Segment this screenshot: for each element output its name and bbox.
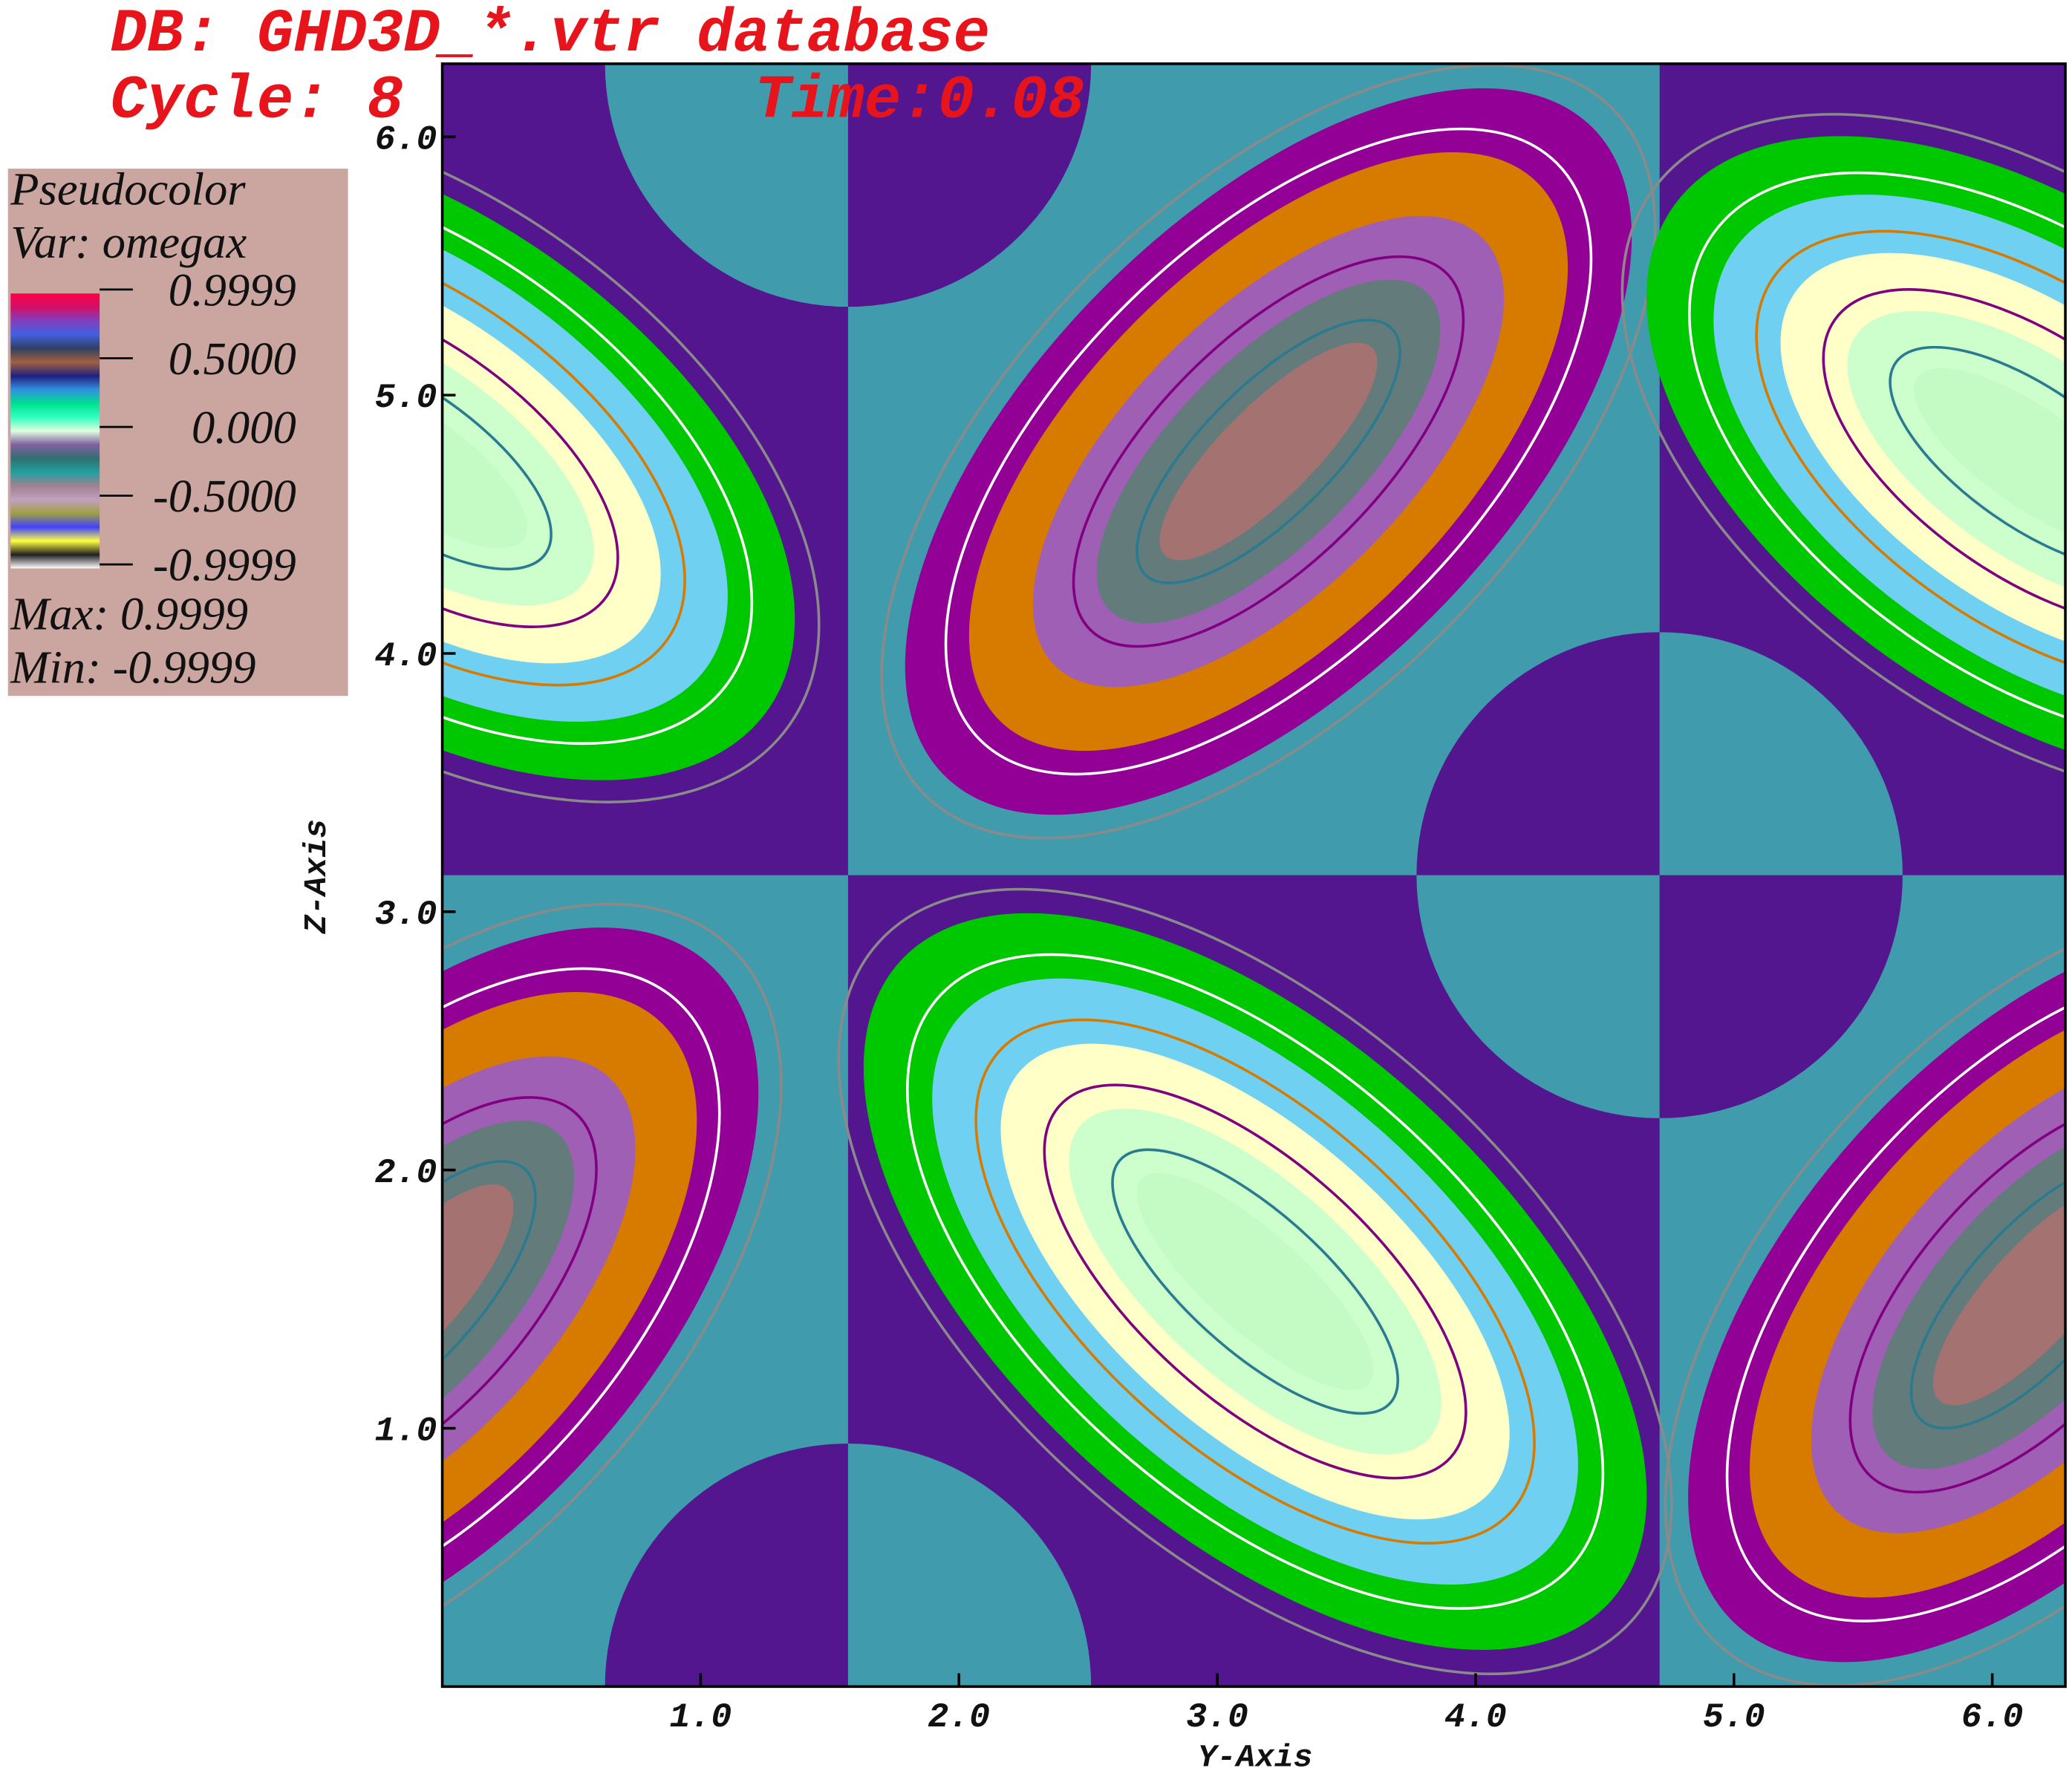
x-tick-label: 5.0 [1703,1697,1765,1737]
colorbar [10,293,100,569]
y-tick-label: 1.0 [375,1412,437,1451]
legend-variable: Var: omegax [10,216,247,268]
legend-max: Max: 0.9999 [10,588,248,640]
x-tick-label: 6.0 [1961,1697,2024,1737]
plot-frame [440,62,2067,1689]
contour-band [442,368,528,549]
field-region [1416,875,1660,1118]
contour-line [837,887,1673,1675]
y-tick-label: 5.0 [375,378,437,417]
contour-line [1909,1160,2066,1430]
contour-line [1136,319,1401,584]
contour-line [1787,1031,2066,1559]
x-axis-label: Y-Axis [1198,1740,1313,1768]
contour-band [442,1184,514,1406]
colorbar-tick-label: 0.000 [192,401,296,453]
contour-line [1688,171,2066,746]
contour-line [906,953,1605,1610]
contour-line [1620,113,2066,803]
x-tick-label: 4.0 [1444,1697,1507,1737]
x-tick-label: 1.0 [670,1697,732,1737]
contour-line [442,1096,598,1494]
y-tick-label: 6.0 [375,120,437,159]
y-tick-label: 2.0 [375,1153,437,1193]
contour-band [1136,1172,1374,1391]
contour-band [1933,1184,2066,1406]
contour-band [1914,368,2066,549]
field-region [847,63,1092,307]
x-tick-label: 3.0 [1186,1697,1248,1737]
contour-line [1889,345,2066,571]
field-region [605,1444,848,1687]
contour-line [1725,967,2066,1622]
contour-line [1111,1148,1399,1415]
contour-line [1822,288,2066,628]
time-label: Time:0.08 [755,66,1084,135]
colorbar-tick-label: 0.9999 [169,264,296,316]
y-axis-label: Z-Axis [299,819,335,935]
contour-line [442,345,553,571]
field-region [1659,875,1903,1118]
contour-line [1008,191,1529,712]
contour-line [1072,255,1465,648]
contour-line [442,229,686,687]
y-tick-label: 4.0 [375,636,437,676]
legend-min: Min: -0.9999 [10,641,255,693]
contour-line [1043,1083,1467,1480]
contour-line [974,1018,1536,1545]
field-region [1659,632,1903,875]
y-tick-label: 3.0 [375,895,437,934]
contour-line [442,288,619,628]
contour-line [1664,902,2066,1687]
field-region [1416,632,1660,875]
field-region [847,1444,1092,1687]
colorbar-tick-label: 0.5000 [169,333,296,385]
contour-line [442,1031,659,1559]
contour-line [442,171,754,746]
x-tick-label: 2.0 [928,1697,990,1737]
contour-line [1755,229,2066,687]
contour-line [442,967,721,1622]
field-region [605,63,848,307]
contour-line [442,113,821,803]
cycle-label: Cycle: 8 [110,66,403,135]
legend-title: Pseudocolor [10,163,246,215]
contour-line [1848,1096,2066,1494]
contour-line [442,902,783,1687]
contour-line [880,63,1657,840]
colorbar-tick-label: -0.9999 [153,539,296,591]
contour-line [442,1160,537,1430]
contour-line [944,127,1593,776]
database-label: DB: GHD3D_*.vtr database [110,0,990,69]
contour-band [1159,342,1378,561]
colorbar-tick-label: -0.5000 [153,470,296,522]
